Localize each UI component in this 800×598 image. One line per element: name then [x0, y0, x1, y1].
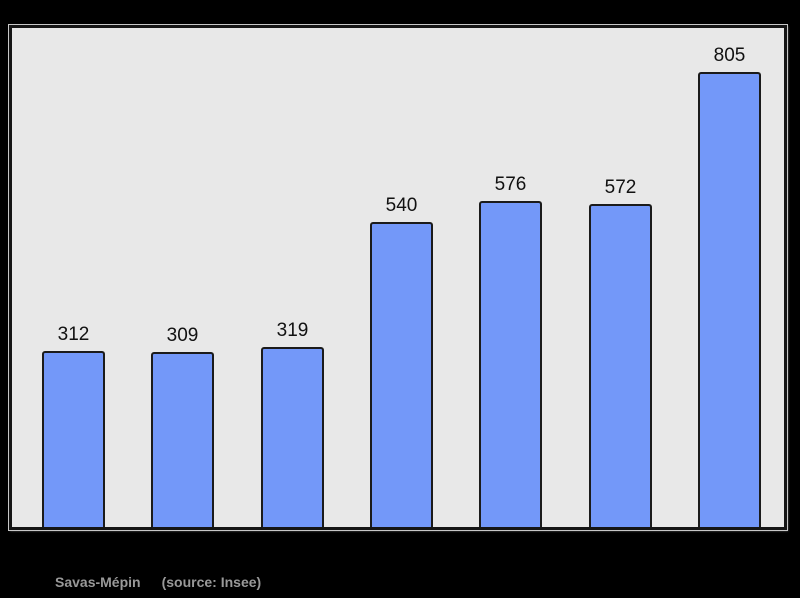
source-label: (source: Insee) — [161, 574, 262, 590]
bar-5: 576 — [479, 175, 542, 527]
bar-value-label: 312 — [57, 324, 90, 345]
bar-1: 312 — [42, 325, 105, 527]
bar-value-label: 319 — [276, 320, 309, 341]
bar-value-label: 540 — [385, 195, 418, 216]
chart-panel: 312 309 319 540 576 572 805 — [8, 24, 788, 531]
bar-3: 319 — [261, 321, 324, 527]
commune-name: Savas-Mépin — [55, 574, 141, 590]
chart-caption: Savas-Mépin (source: Insee) — [55, 574, 261, 590]
bar-4: 540 — [370, 196, 433, 527]
bar-value-label: 805 — [713, 45, 746, 66]
bar-2: 309 — [151, 326, 214, 527]
bar-value-label: 572 — [604, 177, 637, 198]
bar-6: 572 — [589, 178, 652, 527]
plot-area: 312 309 319 540 576 572 805 — [12, 28, 784, 527]
bar-value-label: 309 — [166, 325, 199, 346]
bar-7: 805 — [698, 46, 761, 527]
bar-value-label: 576 — [494, 174, 527, 195]
